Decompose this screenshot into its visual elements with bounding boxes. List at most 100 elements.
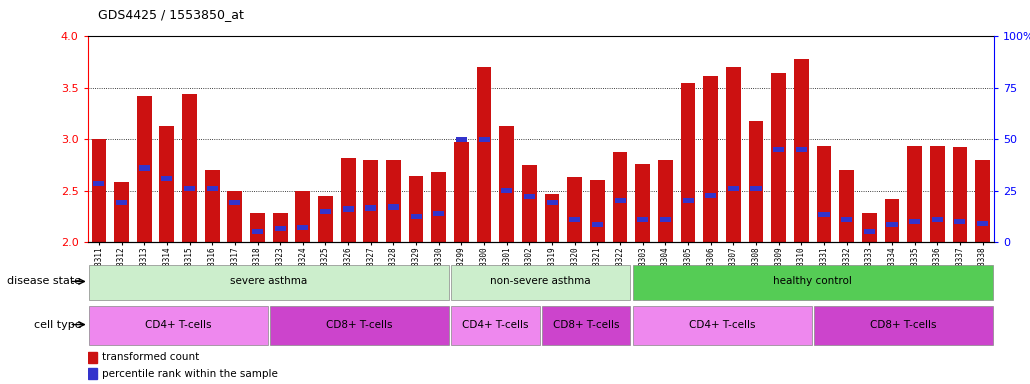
Bar: [842, 217, 852, 222]
Bar: [907, 146, 922, 242]
Bar: [451, 306, 540, 345]
Text: CD4+ T-cells: CD4+ T-cells: [145, 319, 211, 329]
Bar: [228, 190, 242, 242]
Bar: [388, 204, 399, 210]
Bar: [909, 219, 920, 224]
Bar: [864, 229, 874, 234]
Bar: [205, 170, 219, 242]
Bar: [817, 146, 831, 242]
Text: healthy control: healthy control: [774, 276, 852, 286]
Text: non-severe asthma: non-severe asthma: [490, 276, 591, 286]
Text: CD8+ T-cells: CD8+ T-cells: [327, 319, 392, 329]
Bar: [296, 190, 310, 242]
Bar: [728, 186, 739, 191]
Bar: [862, 213, 877, 242]
Bar: [660, 217, 671, 222]
Bar: [683, 198, 693, 204]
Bar: [932, 217, 942, 222]
Bar: [953, 147, 967, 242]
Bar: [500, 126, 514, 242]
Bar: [94, 181, 104, 186]
Bar: [92, 139, 106, 242]
Text: CD8+ T-cells: CD8+ T-cells: [553, 319, 619, 329]
Bar: [632, 265, 993, 300]
Text: disease state: disease state: [7, 276, 81, 286]
Bar: [273, 213, 287, 242]
Bar: [207, 186, 217, 191]
Bar: [230, 200, 240, 205]
Bar: [434, 210, 444, 216]
Bar: [275, 226, 285, 231]
Bar: [456, 137, 467, 142]
Bar: [771, 73, 786, 242]
Bar: [522, 165, 537, 242]
Bar: [451, 265, 630, 300]
Bar: [524, 194, 535, 199]
Bar: [320, 209, 331, 214]
Bar: [794, 59, 809, 242]
Bar: [545, 194, 559, 242]
Bar: [411, 214, 421, 219]
Bar: [366, 205, 376, 210]
Bar: [706, 193, 716, 198]
Text: transformed count: transformed count: [102, 352, 199, 362]
Bar: [542, 306, 630, 345]
Bar: [568, 177, 582, 242]
Bar: [726, 67, 741, 242]
Bar: [703, 76, 718, 242]
Text: CD4+ T-cells: CD4+ T-cells: [689, 319, 755, 329]
Bar: [819, 212, 829, 217]
Bar: [547, 200, 557, 205]
Bar: [386, 160, 401, 242]
Text: GDS4425 / 1553850_at: GDS4425 / 1553850_at: [98, 8, 244, 21]
Bar: [477, 67, 491, 242]
Bar: [89, 265, 449, 300]
Bar: [298, 225, 308, 230]
Bar: [252, 229, 263, 234]
Bar: [632, 306, 812, 345]
Bar: [137, 96, 151, 242]
Bar: [615, 198, 625, 204]
Bar: [160, 126, 174, 242]
Bar: [364, 160, 378, 242]
Bar: [749, 121, 763, 242]
Text: percentile rank within the sample: percentile rank within the sample: [102, 369, 278, 379]
Bar: [502, 188, 512, 193]
Bar: [975, 160, 990, 242]
Bar: [570, 217, 580, 222]
Bar: [839, 170, 854, 242]
Bar: [814, 306, 993, 345]
Bar: [89, 306, 268, 345]
Text: CD8+ T-cells: CD8+ T-cells: [870, 319, 936, 329]
Bar: [955, 219, 965, 224]
Bar: [681, 83, 695, 242]
Bar: [182, 94, 197, 242]
Bar: [590, 180, 605, 242]
Bar: [116, 200, 127, 205]
Bar: [139, 166, 149, 170]
Bar: [409, 176, 423, 242]
Bar: [796, 147, 806, 152]
Bar: [184, 186, 195, 191]
Bar: [88, 352, 97, 363]
Bar: [270, 306, 449, 345]
Text: severe asthma: severe asthma: [230, 276, 307, 286]
Bar: [162, 175, 172, 181]
Bar: [114, 182, 129, 242]
Bar: [887, 222, 897, 227]
Bar: [318, 196, 333, 242]
Bar: [751, 186, 761, 191]
Bar: [977, 221, 988, 226]
Bar: [341, 158, 355, 242]
Bar: [432, 172, 446, 242]
Bar: [454, 142, 469, 242]
Bar: [250, 213, 265, 242]
Bar: [636, 164, 650, 242]
Bar: [343, 207, 353, 212]
Bar: [885, 199, 899, 242]
Bar: [774, 147, 784, 152]
Bar: [88, 368, 97, 379]
Bar: [658, 160, 673, 242]
Bar: [638, 217, 648, 222]
Text: CD4+ T-cells: CD4+ T-cells: [462, 319, 528, 329]
